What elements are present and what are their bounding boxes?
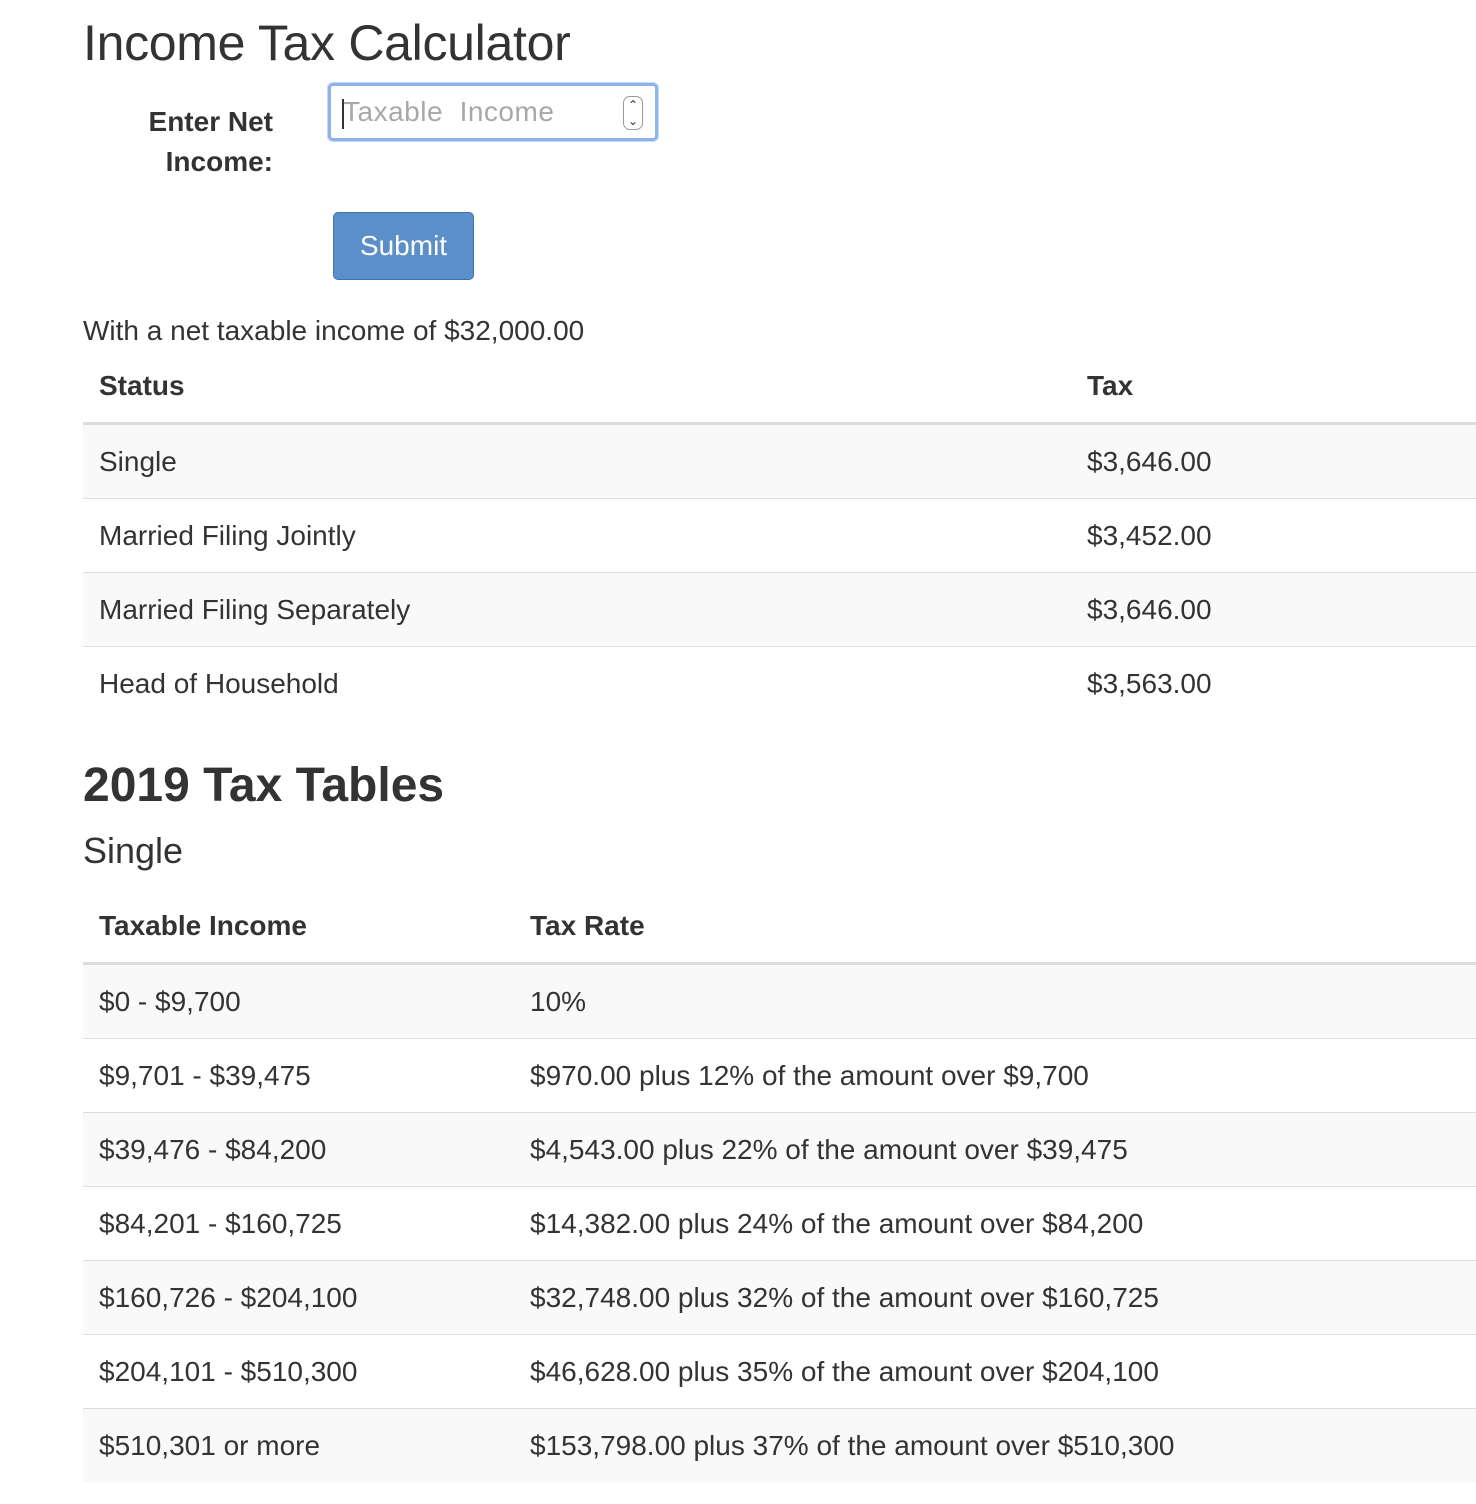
taxable-income-field[interactable]: ⌃ ⌄ xyxy=(328,83,658,141)
status-cell: Head of Household xyxy=(83,646,1071,720)
income-range-cell: $9,701 - $39,475 xyxy=(83,1038,514,1113)
column-header-tax-rate: Tax Rate xyxy=(514,890,1476,965)
filing-status-subtitle: Single xyxy=(83,830,184,871)
column-header-tax: Tax xyxy=(1071,350,1476,425)
tax-bracket-table: Taxable Income Tax Rate $0 - $9,700 10% … xyxy=(83,890,1476,1482)
column-header-status: Status xyxy=(83,350,1071,425)
table-row: $510,301 or more $153,798.00 plus 37% of… xyxy=(83,1408,1476,1482)
tax-cell: $3,452.00 xyxy=(1071,498,1476,573)
table-row: Married Filing Separately $3,646.00 xyxy=(83,572,1476,647)
tax-rate-cell: $153,798.00 plus 37% of the amount over … xyxy=(514,1408,1476,1482)
table-row: Married Filing Jointly $3,452.00 xyxy=(83,498,1476,573)
table-row: $160,726 - $204,100 $32,748.00 plus 32% … xyxy=(83,1260,1476,1335)
status-cell: Married Filing Jointly xyxy=(83,498,1071,573)
tax-tables-title: 2019 Tax Tables xyxy=(83,759,445,812)
net-income-label: Enter Net Income: xyxy=(148,106,273,177)
page-title: Income Tax Calculator xyxy=(83,15,571,71)
status-cell: Single xyxy=(83,423,1071,499)
income-range-cell: $510,301 or more xyxy=(83,1408,514,1482)
tax-rate-cell: 10% xyxy=(514,963,1476,1039)
tax-rate-cell: $970.00 plus 12% of the amount over $9,7… xyxy=(514,1038,1476,1113)
tax-cell: $3,563.00 xyxy=(1071,646,1476,720)
income-range-cell: $39,476 - $84,200 xyxy=(83,1112,514,1187)
tax-rate-cell: $14,382.00 plus 24% of the amount over $… xyxy=(514,1186,1476,1261)
tax-cell: $3,646.00 xyxy=(1071,572,1476,647)
result-summary: With a net taxable income of $32,000.00 xyxy=(83,315,585,346)
chevron-down-icon[interactable]: ⌄ xyxy=(627,114,639,128)
table-row: Single $3,646.00 xyxy=(83,423,1476,499)
chevron-up-icon[interactable]: ⌃ xyxy=(627,98,639,112)
table-header-row: Status Tax xyxy=(83,350,1476,425)
number-stepper[interactable]: ⌃ ⌄ xyxy=(623,96,643,130)
tax-rate-cell: $46,628.00 plus 35% of the amount over $… xyxy=(514,1334,1476,1409)
tax-cell: $3,646.00 xyxy=(1071,423,1476,499)
tax-rate-cell: $4,543.00 plus 22% of the amount over $3… xyxy=(514,1112,1476,1187)
table-row: $0 - $9,700 10% xyxy=(83,963,1476,1039)
taxable-income-input[interactable] xyxy=(339,92,617,132)
status-cell: Married Filing Separately xyxy=(83,572,1071,647)
table-row: $39,476 - $84,200 $4,543.00 plus 22% of … xyxy=(83,1112,1476,1187)
submit-button[interactable]: Submit xyxy=(333,212,474,280)
table-row: $9,701 - $39,475 $970.00 plus 12% of the… xyxy=(83,1038,1476,1113)
table-row: $204,101 - $510,300 $46,628.00 plus 35% … xyxy=(83,1334,1476,1409)
income-range-cell: $204,101 - $510,300 xyxy=(83,1334,514,1409)
income-range-cell: $160,726 - $204,100 xyxy=(83,1260,514,1335)
column-header-taxable-income: Taxable Income xyxy=(83,890,514,965)
table-header-row: Taxable Income Tax Rate xyxy=(83,890,1476,965)
income-range-cell: $0 - $9,700 xyxy=(83,963,514,1039)
income-range-cell: $84,201 - $160,725 xyxy=(83,1186,514,1261)
text-cursor xyxy=(342,99,344,129)
tax-rate-cell: $32,748.00 plus 32% of the amount over $… xyxy=(514,1260,1476,1335)
table-row: $84,201 - $160,725 $14,382.00 plus 24% o… xyxy=(83,1186,1476,1261)
tax-by-status-table: Status Tax Single $3,646.00 Married Fili… xyxy=(83,350,1476,720)
table-row: Head of Household $3,563.00 xyxy=(83,646,1476,720)
